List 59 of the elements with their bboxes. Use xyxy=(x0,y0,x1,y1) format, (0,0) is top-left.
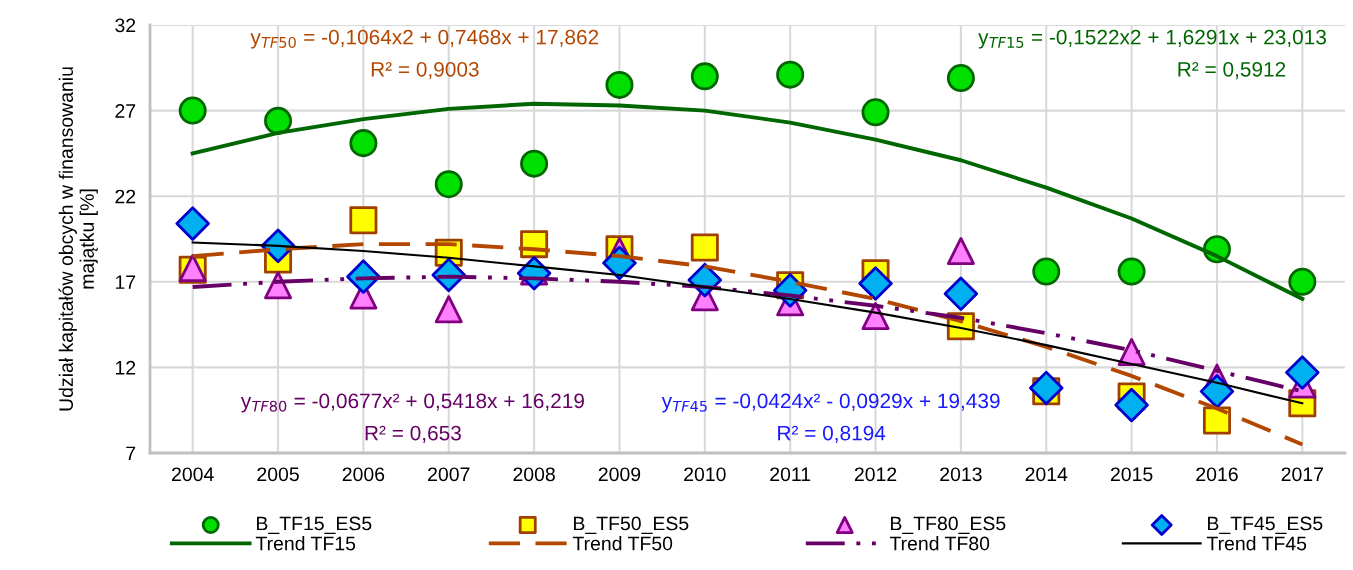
y-tick-label: 12 xyxy=(115,360,136,375)
legend-label: Trend TF45 xyxy=(1206,536,1307,551)
point xyxy=(434,295,463,324)
legend-label: B_TF45_ES5 xyxy=(1208,516,1323,534)
x-tick-label: 2015 xyxy=(1110,467,1153,482)
point xyxy=(520,149,549,178)
y-tick-label: 7 xyxy=(126,446,136,461)
point xyxy=(349,206,378,235)
point xyxy=(946,236,975,265)
x-tick-label: 2016 xyxy=(1196,467,1238,482)
x-tick-label: 2012 xyxy=(854,467,897,482)
point xyxy=(861,302,890,331)
x-tick-label: 2011 xyxy=(770,467,811,482)
point xyxy=(1285,355,1320,390)
x-tick-label: 2010 xyxy=(684,467,726,482)
point xyxy=(943,276,979,312)
annotation: y$_{TF80}$ = -0,0677x² + 0,5418x + 16,219 R² = 0,653 xyxy=(240,393,584,443)
point xyxy=(434,170,463,199)
annotation: y$_{TF50}$ = -0,1064x2 + 0,7468x + 17,862 R² = 0,9003 xyxy=(250,29,599,80)
point xyxy=(264,106,293,135)
y-tick-label: 32 xyxy=(115,18,136,33)
x-tick-label: 2013 xyxy=(940,467,982,482)
point xyxy=(178,96,207,125)
x-tick-label: 2017 xyxy=(1281,467,1323,482)
y-tick-label: 22 xyxy=(115,189,136,204)
legend-label: Trend TF15 xyxy=(255,536,356,551)
x-tick-label: 2009 xyxy=(598,467,641,482)
point xyxy=(690,62,719,91)
legend-label: B_TF80_ES5 xyxy=(891,516,1006,534)
point xyxy=(1029,370,1064,406)
y-tick-label: 27 xyxy=(115,104,136,118)
point xyxy=(175,206,210,241)
annotation: y$_{TF15}$ = -0,1522x2 + 1,6291x + 23,013 R² = 0,5912 xyxy=(978,29,1326,80)
x-tick-label: 2006 xyxy=(342,467,385,482)
point xyxy=(1114,387,1149,423)
point xyxy=(349,129,378,158)
point xyxy=(858,266,893,301)
point xyxy=(1032,257,1061,286)
annotation: y$_{TF45}$ = -0,0424x² - 0,0929x + 19,439 R² = 0,8194 xyxy=(661,393,1000,443)
x-tick-label: 2014 xyxy=(1025,467,1068,482)
legend-label: B_TF15_ES5 xyxy=(257,516,372,534)
point xyxy=(690,233,719,262)
y-axis-title: Udział kapitałów obcych w finansowaniu majątku [%] xyxy=(58,67,98,411)
x-tick-label: 2008 xyxy=(513,467,555,482)
point xyxy=(776,60,805,89)
legend-label: Trend TF80 xyxy=(889,536,990,551)
point xyxy=(1288,267,1317,296)
legend-label: B_TF50_ES5 xyxy=(574,516,689,534)
x-tick-label: 2005 xyxy=(257,467,299,482)
point xyxy=(1117,257,1146,286)
legend-label: Trend TF50 xyxy=(572,536,673,551)
point xyxy=(946,64,975,93)
point xyxy=(861,98,890,127)
point xyxy=(605,70,634,99)
x-tick-label: 2004 xyxy=(172,467,214,482)
y-tick-label: 17 xyxy=(115,275,136,289)
x-tick-label: 2007 xyxy=(428,467,470,482)
point xyxy=(1202,406,1231,435)
point xyxy=(1199,374,1235,409)
